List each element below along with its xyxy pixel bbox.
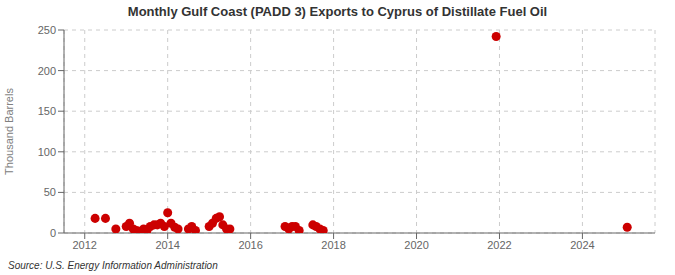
svg-text:2016: 2016 — [238, 239, 262, 251]
svg-text:200: 200 — [38, 65, 56, 77]
svg-text:2020: 2020 — [404, 239, 428, 251]
svg-text:Thousand Barrels: Thousand Barrels — [8, 88, 15, 175]
svg-text:2014: 2014 — [155, 239, 179, 251]
svg-text:100: 100 — [38, 146, 56, 158]
svg-text:150: 150 — [38, 105, 56, 117]
svg-text:2022: 2022 — [487, 239, 511, 251]
svg-text:50: 50 — [44, 186, 56, 198]
svg-text:250: 250 — [38, 24, 56, 36]
svg-text:2018: 2018 — [321, 239, 345, 251]
html-text:Source: U.S. Energy Informatio: Source: U.S. Energy Information Administ… — [8, 260, 218, 271]
html-text:Monthly Gulf Coast (PADD 3) Ex: Monthly Gulf Coast (PADD 3) Exports to C… — [127, 4, 548, 19]
svg-text:2024: 2024 — [570, 239, 594, 251]
svg-text:0: 0 — [50, 227, 56, 239]
svg-text:2012: 2012 — [72, 239, 96, 251]
